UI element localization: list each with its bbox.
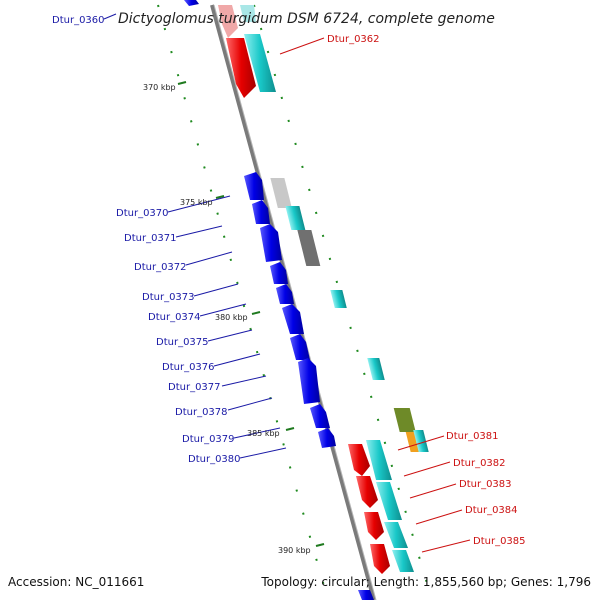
tick-label-380: 380 kbp [215,313,248,322]
cds-blue-partial-top [184,0,199,6]
cds-red-0362 [226,38,256,98]
kbp-ticks [177,81,325,547]
genome-backbone [210,4,377,600]
cds-blue-0379 [318,428,336,448]
cds-blue-0371 [252,200,270,224]
tick-label-385: 385 kbp [247,429,280,438]
accession-text: Accession: NC_011661 [8,575,144,589]
gene-label-dtur-0374[interactable]: Dtur_0374 [148,312,201,323]
rna-cyan-0384 [384,522,408,548]
gene-label-dtur-0385[interactable]: Dtur_0385 [473,536,526,547]
topology-text: Topology: circular; Length: 1,855,560 bp… [260,575,591,589]
gene-label-dtur-0362[interactable]: Dtur_0362 [327,34,380,45]
feature-cyan-0377 [367,358,385,380]
gene-label-dtur-0375[interactable]: Dtur_0375 [156,337,209,348]
cds-blue-0372 [260,224,282,262]
gene-label-dtur-0371[interactable]: Dtur_0371 [124,233,177,244]
gene-label-dtur-0383[interactable]: Dtur_0383 [459,479,512,490]
cds-blue-partial-bottom [358,590,374,600]
gene-label-dtur-0370[interactable]: Dtur_0370 [116,208,169,219]
gene-label-dtur-0360[interactable]: Dtur_0360 [52,15,105,26]
cds-red-0383 [364,512,384,540]
gene-label-dtur-0377[interactable]: Dtur_0377 [168,382,221,393]
rna-cyan-0385 [392,550,414,572]
cds-blue-0377 [298,358,320,404]
feature-cyan-0380 [413,430,429,452]
feature-grey-light [270,178,292,208]
cds-red-0381 [348,444,370,476]
cds-red-faded [218,5,238,38]
leader-lines-right [279,37,471,553]
rna-cyan-0381 [366,440,392,480]
tick-label-390: 390 kbp [278,546,311,555]
cds-blue-0375 [282,304,304,334]
tick-label-370: 370 kbp [143,83,176,92]
cds-red-0382 [356,476,378,508]
cds-red-0384 [370,544,390,574]
feature-grey-dark [297,230,321,266]
cds-blue-0378 [310,404,330,428]
leader-lines-left [103,13,287,459]
rna-cyan-0362 [244,34,276,92]
cds-blue-0373b [276,284,294,304]
gene-label-dtur-0381[interactable]: Dtur_0381 [446,431,499,442]
gene-label-dtur-0382[interactable]: Dtur_0382 [453,458,506,469]
rna-cyan-0382 [376,482,402,520]
cds-blue-0376 [290,334,310,360]
cds-blue-0370 [244,172,264,200]
feature-cyan-0374 [330,290,347,308]
gene-label-dtur-0372[interactable]: Dtur_0372 [134,262,187,273]
gene-label-dtur-0380[interactable]: Dtur_0380 [188,454,241,465]
gene-label-dtur-0384[interactable]: Dtur_0384 [465,505,518,516]
rna-cyan-faded [240,5,256,22]
cds-blue-0373a [270,262,288,284]
tick-label-375: 375 kbp [180,198,213,207]
gene-label-dtur-0373[interactable]: Dtur_0373 [142,292,195,303]
gene-label-dtur-0379[interactable]: Dtur_0379 [182,434,235,445]
feature-olive-0379 [393,408,416,432]
gene-label-dtur-0378[interactable]: Dtur_0378 [175,407,228,418]
feature-cyan-0371 [285,206,306,230]
gene-label-dtur-0376[interactable]: Dtur_0376 [162,362,215,373]
genome-title: Dictyoglomus turgidum DSM 6724, complete… [118,11,495,27]
